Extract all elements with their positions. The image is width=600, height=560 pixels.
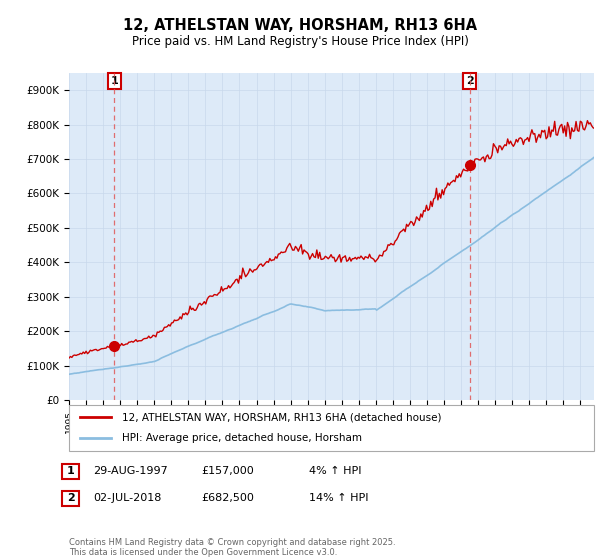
Text: 1: 1 [67,466,74,476]
FancyBboxPatch shape [69,405,594,451]
Text: 02-JUL-2018: 02-JUL-2018 [93,493,161,503]
Text: £157,000: £157,000 [201,466,254,476]
Text: Price paid vs. HM Land Registry's House Price Index (HPI): Price paid vs. HM Land Registry's House … [131,35,469,49]
Text: £682,500: £682,500 [201,493,254,503]
Text: 14% ↑ HPI: 14% ↑ HPI [309,493,368,503]
Text: 2: 2 [466,76,473,86]
Text: 2: 2 [67,493,74,503]
Text: HPI: Average price, detached house, Horsham: HPI: Average price, detached house, Hors… [121,433,361,444]
Text: 12, ATHELSTAN WAY, HORSHAM, RH13 6HA (detached house): 12, ATHELSTAN WAY, HORSHAM, RH13 6HA (de… [121,412,441,422]
Text: 1: 1 [110,76,118,86]
Text: 12, ATHELSTAN WAY, HORSHAM, RH13 6HA: 12, ATHELSTAN WAY, HORSHAM, RH13 6HA [123,18,477,32]
Text: 4% ↑ HPI: 4% ↑ HPI [309,466,361,476]
Text: 29-AUG-1997: 29-AUG-1997 [93,466,168,476]
Text: Contains HM Land Registry data © Crown copyright and database right 2025.
This d: Contains HM Land Registry data © Crown c… [69,538,395,557]
